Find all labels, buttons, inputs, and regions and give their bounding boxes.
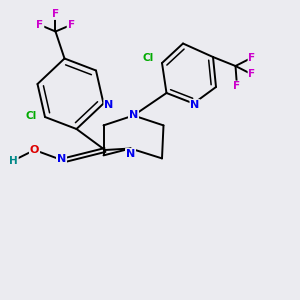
Text: Cl: Cl: [143, 53, 154, 64]
Text: F: F: [68, 20, 75, 30]
Text: F: F: [52, 9, 59, 19]
Text: N: N: [190, 100, 200, 110]
Text: N: N: [129, 110, 138, 121]
Text: F: F: [248, 52, 256, 63]
Text: N: N: [57, 154, 66, 164]
Text: N: N: [104, 100, 113, 110]
Text: O: O: [30, 145, 39, 155]
Text: F: F: [233, 81, 241, 92]
Text: F: F: [36, 20, 43, 30]
Text: F: F: [248, 69, 256, 80]
Text: Cl: Cl: [26, 110, 37, 121]
Text: H: H: [9, 155, 18, 166]
Text: N: N: [126, 149, 135, 159]
